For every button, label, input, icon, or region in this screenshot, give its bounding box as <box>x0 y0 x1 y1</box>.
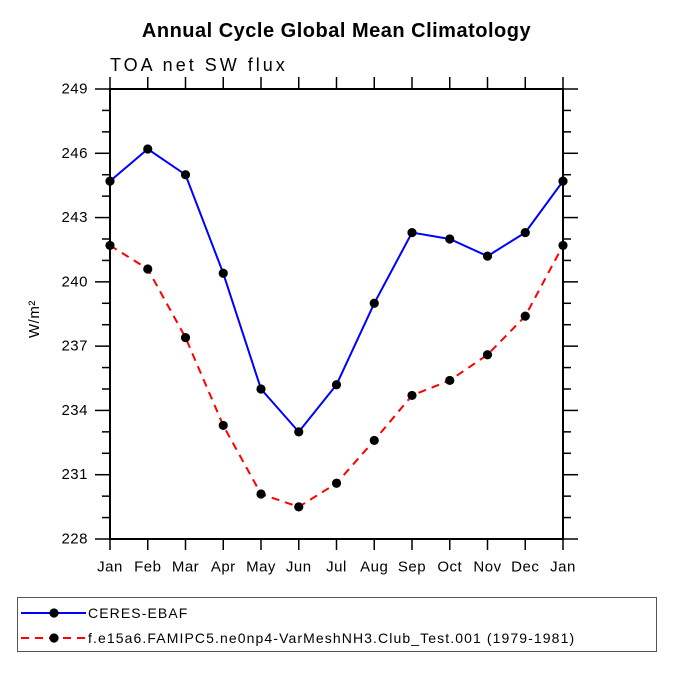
data-point <box>143 264 153 274</box>
legend-marker-icon <box>49 607 59 618</box>
x-tick-label: Oct <box>437 559 462 576</box>
chart-subtitle: TOA net SW flux <box>110 55 288 75</box>
x-tick-label: Jan <box>550 559 576 576</box>
legend-item-1: f.e15a6.FAMIPC5.ne0np4-VarMeshNH3.Club_T… <box>18 625 656 650</box>
data-point <box>520 311 530 321</box>
legend-line-sample <box>21 632 86 643</box>
legend-marker-icon <box>49 632 59 643</box>
x-tick-label: Apr <box>211 559 236 576</box>
data-point <box>180 170 191 180</box>
data-point <box>180 332 191 343</box>
data-point <box>294 427 304 437</box>
data-point <box>218 420 228 431</box>
x-tick-label: Sep <box>398 559 426 576</box>
data-point <box>331 478 342 488</box>
data-point <box>482 350 493 360</box>
data-point <box>143 144 153 154</box>
data-point <box>445 234 455 244</box>
x-tick-label: Jan <box>97 559 123 576</box>
chart-title: Annual Cycle Global Mean Climatology <box>141 20 532 42</box>
data-point <box>294 502 304 512</box>
series-line-1 <box>109 244 564 508</box>
x-tick-label: Jul <box>326 559 347 576</box>
plot-frame <box>109 88 564 540</box>
data-point <box>218 268 228 278</box>
data-point <box>256 489 266 499</box>
x-tick-label: Nov <box>473 559 501 576</box>
data-point <box>407 390 417 401</box>
data-point <box>407 227 417 238</box>
data-point <box>482 251 493 261</box>
y-tick-label: 234 <box>61 402 88 419</box>
x-tick-label: Aug <box>360 559 388 576</box>
data-point <box>369 435 379 446</box>
y-tick-label: 243 <box>61 209 88 226</box>
data-point <box>256 384 266 394</box>
data-point <box>331 380 342 390</box>
y-tick-label: 231 <box>61 466 88 483</box>
legend-label: CERES-EBAF <box>88 604 189 621</box>
x-tick-label: Jun <box>286 559 312 576</box>
x-tick-label: Mar <box>172 559 199 576</box>
data-point <box>558 176 568 186</box>
y-tick-label: 228 <box>61 531 88 548</box>
legend-line-sample <box>21 607 86 618</box>
series-line-0 <box>109 147 564 434</box>
x-tick-label: Dec <box>511 559 539 576</box>
data-point <box>445 375 455 386</box>
legend-box: CERES-EBAF f.e15a6.FAMIPC5.ne0np4-VarMesh… <box>17 597 657 652</box>
legend-label: f.e15a6.FAMIPC5.ne0np4-VarMeshNH3.Club_T… <box>88 629 576 646</box>
x-tick-label: Feb <box>134 559 161 576</box>
y-tick-label: 249 <box>61 81 88 98</box>
y-tick-label: 246 <box>61 145 88 162</box>
x-tick-label: May <box>246 559 276 576</box>
legend-item-0: CERES-EBAF <box>18 600 656 625</box>
data-point <box>558 240 568 251</box>
y-tick-label: 237 <box>61 338 88 355</box>
y-tick-label: 240 <box>61 273 88 290</box>
data-point <box>369 298 379 308</box>
data-point <box>105 240 115 251</box>
data-point <box>105 176 115 186</box>
data-point <box>520 227 530 238</box>
